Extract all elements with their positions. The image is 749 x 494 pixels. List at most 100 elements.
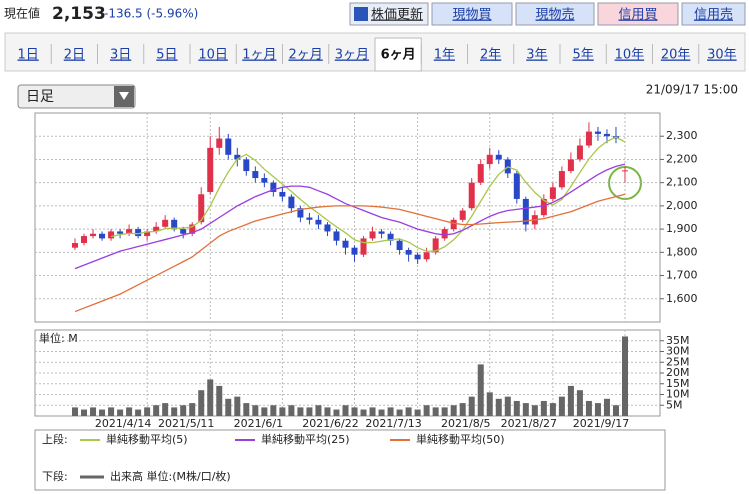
volume-bar: [342, 405, 349, 416]
button[interactable]: [431, 2, 513, 26]
candle-body: [414, 254, 421, 260]
candle-body: [72, 243, 78, 248]
volume-bar: [90, 407, 97, 416]
candle-body: [297, 208, 304, 218]
volume-bar: [324, 407, 331, 416]
x-tick-label: 2021/9/17: [573, 417, 629, 430]
y-tick-label: 1,800: [666, 245, 698, 258]
volume-bar: [108, 407, 115, 416]
candle-body: [333, 231, 340, 241]
candle-body: [513, 173, 520, 199]
candle-body: [468, 182, 475, 209]
candle-body: [135, 229, 142, 237]
candle-body: [423, 252, 430, 260]
candle-body: [288, 196, 295, 209]
volume-bar: [513, 400, 520, 416]
volume-bar: [504, 396, 511, 416]
volume-bar: [459, 403, 466, 416]
candle-body: [342, 240, 349, 248]
tab[interactable]: 2ヶ月: [288, 48, 322, 63]
candle-body: [225, 138, 232, 155]
volume-bar: [306, 407, 313, 416]
volume-bar: [576, 390, 583, 416]
x-tick-label: 2021/6/1: [234, 417, 283, 430]
candle-body: [306, 217, 313, 220]
price-change: -136.5 (-5.96%): [104, 7, 198, 21]
volume-bar: [153, 405, 160, 416]
tab[interactable]: 2年: [480, 48, 501, 63]
dropdown[interactable]: [17, 84, 136, 109]
legend-label: 単純移動平均(50): [416, 432, 505, 446]
tab[interactable]: 1ヶ月: [242, 48, 276, 63]
tab[interactable]: 6ヶ月: [381, 48, 416, 63]
candle-body: [270, 182, 277, 192]
legend-label: 単純移動平均(25): [261, 432, 350, 446]
volume-bar: [369, 407, 376, 416]
candle-body: [216, 138, 223, 148]
legend-heading: 下段:: [42, 469, 68, 483]
button-label: 信用買: [618, 8, 657, 23]
candle-body: [603, 133, 610, 137]
button[interactable]: [349, 2, 429, 26]
y-tick-label: 5M: [666, 398, 683, 411]
button[interactable]: [597, 2, 679, 26]
tab[interactable]: 3年: [526, 48, 547, 63]
volume-bar: [135, 409, 142, 416]
y-tick-label: 1,900: [666, 222, 698, 235]
tab[interactable]: 3日: [110, 48, 131, 63]
tab[interactable]: 10日: [198, 48, 228, 63]
button-label: 信用売: [694, 7, 733, 23]
candle-body: [495, 154, 502, 160]
volume-bar: [360, 409, 367, 416]
candle-body: [252, 171, 259, 179]
tab[interactable]: 10年: [615, 48, 645, 63]
volume-bar: [180, 405, 187, 416]
volume-bar: [468, 396, 475, 416]
tab[interactable]: 3ヶ月: [335, 48, 369, 63]
volume-bar: [189, 403, 196, 416]
y-tick-label: 1,700: [666, 269, 698, 282]
volume-bar: [612, 405, 619, 416]
tab[interactable]: 5年: [572, 48, 593, 63]
current-price: 2,153: [52, 4, 106, 24]
volume-bar: [423, 405, 430, 416]
tab[interactable]: 20年: [661, 48, 691, 63]
tab[interactable]: 30年: [707, 48, 737, 63]
button-label: 株価更新: [371, 7, 423, 23]
candle-body: [360, 238, 367, 255]
y-tick-label: 2,300: [666, 129, 698, 142]
candle-body: [558, 171, 565, 188]
candle-body: [108, 231, 115, 239]
y-tick-label: 1,600: [666, 292, 698, 305]
volume-bar: [288, 405, 295, 416]
candle-body: [486, 154, 493, 165]
tab[interactable]: 2日: [64, 48, 85, 63]
current-label: 現在値: [4, 6, 40, 21]
volume-bar: [594, 403, 601, 416]
volume-bar: [558, 396, 565, 416]
volume-bar: [126, 407, 133, 416]
dropdown-label: 日足: [26, 89, 54, 105]
candle-body: [171, 219, 178, 230]
tab[interactable]: 1年: [434, 48, 455, 63]
candle-body: [576, 145, 583, 160]
button[interactable]: [515, 2, 595, 26]
volume-bar: [405, 407, 412, 416]
candle-body: [99, 233, 106, 239]
volume-bar: [486, 392, 493, 416]
legend-box: [34, 429, 666, 491]
y-tick-label: 2,200: [666, 152, 698, 165]
tab[interactable]: 5日: [156, 48, 177, 63]
volume-bar: [99, 409, 106, 416]
button-label: 現物買: [452, 8, 491, 23]
tab[interactable]: 1日: [17, 48, 38, 63]
volume-bar: [378, 409, 385, 416]
volume-bar: [450, 405, 457, 416]
x-tick-label: 2021/8/5: [441, 417, 490, 430]
button[interactable]: [681, 2, 746, 26]
volume-bar: [333, 409, 340, 416]
volume-bar: [414, 409, 421, 416]
candle-body: [369, 231, 376, 239]
x-tick-label: 2021/6/22: [302, 417, 358, 430]
timestamp: 21/09/17 15:00: [646, 83, 738, 97]
